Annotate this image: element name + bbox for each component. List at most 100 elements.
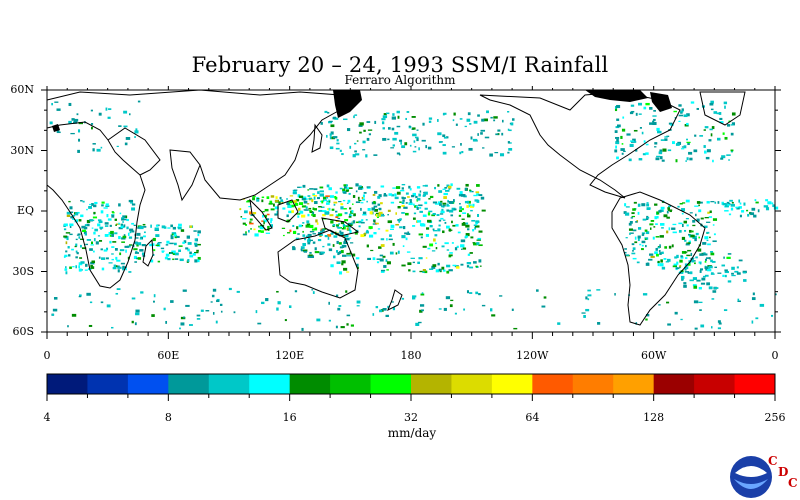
- rain-pixel: [131, 222, 134, 225]
- rain-pixel: [478, 230, 483, 233]
- rain-pixel: [135, 309, 140, 313]
- rain-pixel: [312, 233, 316, 235]
- rain-pixel: [659, 156, 663, 160]
- rain-pixel: [349, 237, 352, 239]
- rain-pixel: [714, 266, 718, 268]
- rain-pixel: [261, 301, 265, 305]
- rain-pixel: [649, 207, 651, 210]
- rain-pixel: [712, 159, 714, 163]
- rain-pixel: [413, 203, 415, 206]
- rain-pixel: [698, 236, 700, 239]
- rain-pixel: [759, 303, 765, 307]
- rain-pixel: [724, 210, 729, 212]
- rain-pixel: [508, 148, 513, 151]
- rain-pixel: [678, 114, 684, 117]
- coast-greenland: [699, 91, 746, 126]
- rain-pixel: [113, 264, 117, 267]
- rain-pixel: [734, 270, 739, 273]
- rain-pixel: [277, 301, 281, 305]
- rain-pixel: [317, 239, 322, 242]
- rain-pixel: [292, 200, 297, 204]
- rain-pixel: [90, 109, 93, 112]
- rain-pixel: [424, 184, 428, 187]
- rain-pixel: [338, 305, 342, 307]
- rain-pixel: [687, 142, 690, 146]
- rain-pixel: [440, 217, 444, 220]
- colorbar-label: 128: [643, 411, 665, 424]
- rain-pixel: [79, 257, 83, 259]
- rain-pixel: [632, 138, 636, 142]
- rain-pixel: [336, 250, 339, 253]
- rain-pixel: [632, 229, 637, 232]
- rain-pixel: [697, 248, 702, 252]
- rain-pixel: [339, 214, 342, 217]
- rain-pixel: [629, 232, 634, 234]
- rain-pixel: [408, 125, 411, 128]
- rain-pixel: [704, 258, 708, 261]
- rain-pixel: [660, 223, 665, 226]
- rain-pixel: [587, 289, 591, 292]
- rain-pixel: [318, 209, 323, 212]
- rain-pixel: [442, 188, 446, 190]
- rain-pixel: [319, 190, 324, 193]
- rain-pixel: [630, 140, 634, 142]
- rain-pixel: [452, 224, 456, 227]
- rain-pixel: [541, 305, 546, 308]
- rain-pixel: [704, 150, 707, 154]
- rain-pixel: [416, 207, 419, 210]
- rain-pixel: [139, 225, 144, 230]
- rain-pixel: [711, 126, 715, 130]
- rain-pixel: [474, 199, 479, 202]
- rain-pixel: [387, 138, 390, 141]
- rain-pixel: [709, 128, 713, 131]
- rain-pixel: [345, 290, 348, 293]
- rain-pixel: [458, 214, 462, 217]
- rain-pixel: [717, 327, 722, 330]
- rain-pixel: [194, 238, 197, 242]
- rain-pixel: [329, 195, 335, 198]
- rain-pixel: [196, 238, 198, 242]
- rain-pixel: [470, 209, 473, 212]
- rain-pixel: [655, 253, 659, 257]
- rain-pixel: [152, 300, 155, 303]
- rain-pixel: [652, 121, 657, 126]
- rain-pixel: [189, 255, 194, 258]
- rain-pixel: [655, 223, 658, 226]
- rain-pixel: [329, 214, 334, 217]
- rain-pixel: [621, 128, 626, 132]
- rain-pixel: [378, 246, 382, 249]
- colorbar-swatch: [532, 374, 574, 394]
- rain-pixel: [635, 149, 638, 152]
- rain-pixel: [478, 259, 482, 263]
- rain-pixel: [636, 261, 640, 264]
- rain-pixel: [668, 122, 673, 125]
- rain-pixel: [379, 258, 384, 262]
- rain-pixel: [691, 230, 694, 233]
- rain-pixel: [260, 230, 264, 233]
- rain-pixel: [392, 137, 397, 141]
- rain-pixel: [380, 185, 385, 188]
- rain-pixel: [104, 222, 109, 225]
- rain-pixel: [699, 270, 702, 273]
- rain-pixel: [109, 234, 112, 237]
- rain-pixel: [667, 209, 673, 211]
- rain-pixel: [163, 307, 166, 311]
- y-axis-label: EQ: [16, 204, 34, 217]
- rain-pixel: [480, 129, 485, 132]
- rain-pixel: [355, 257, 360, 260]
- rain-pixel: [684, 251, 688, 253]
- rain-pixel: [690, 234, 695, 238]
- rain-pixel: [730, 203, 735, 207]
- rain-pixel: [327, 243, 331, 246]
- rain-pixel: [472, 138, 478, 142]
- rain-pixel: [345, 184, 348, 187]
- rain-pixel: [661, 266, 666, 270]
- rain-pixel: [367, 129, 373, 131]
- rain-pixel: [679, 259, 683, 263]
- rain-pixel: [312, 207, 315, 211]
- rain-pixel: [216, 300, 220, 303]
- rain-pixel: [122, 266, 127, 268]
- rain-pixel: [124, 245, 129, 248]
- rain-pixel: [391, 116, 396, 120]
- rain-pixel: [681, 146, 685, 148]
